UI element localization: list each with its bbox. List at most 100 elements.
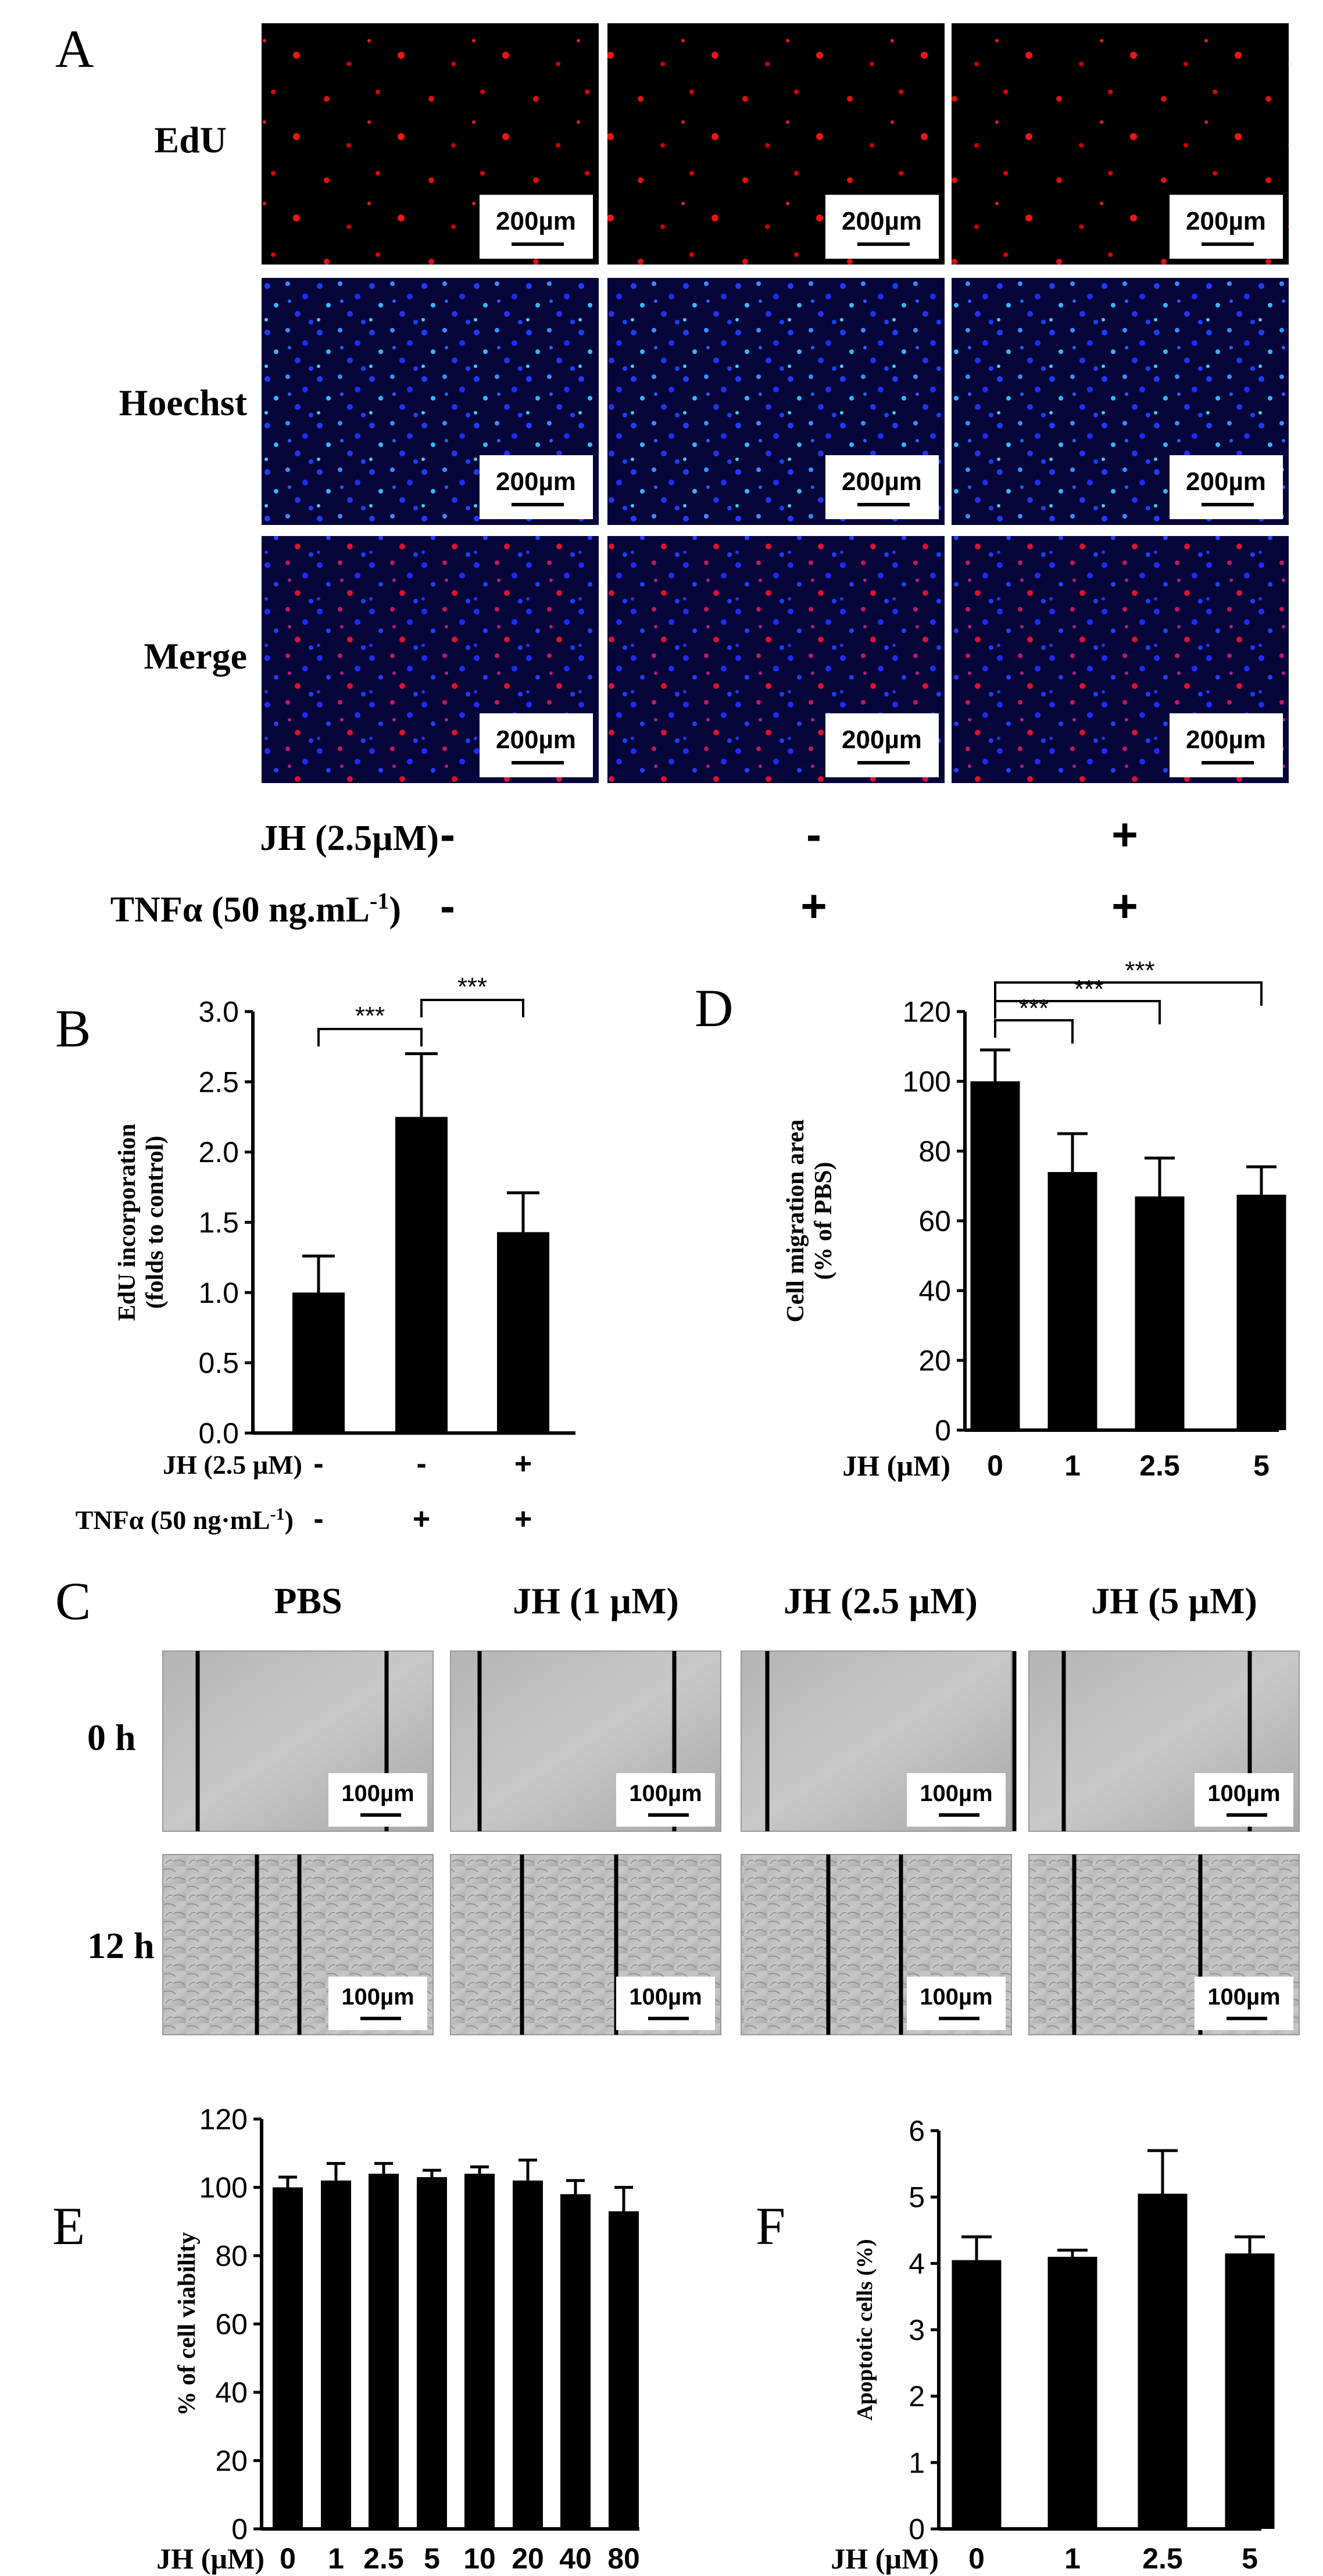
- bar-1: [1047, 1172, 1097, 1430]
- scale-box: [328, 1773, 427, 1827]
- treatment-sign: +: [800, 880, 827, 931]
- y-tick-label: 4: [909, 2248, 925, 2280]
- bar-10: [464, 2174, 495, 2529]
- scale-box: [907, 1773, 1006, 1827]
- treatment-sign: -: [313, 1447, 323, 1481]
- x-tick-label: 1: [1064, 1449, 1081, 1482]
- y-tick-label: 0.5: [198, 1347, 239, 1380]
- y-tick-label: 120: [903, 996, 951, 1028]
- scale-box: [825, 455, 939, 519]
- treatment-sign: -: [806, 809, 821, 860]
- scale-box: [1170, 195, 1283, 259]
- scale-label: 100µm: [920, 1984, 992, 2010]
- panel-a-jh-label: JH (2.5µM): [260, 819, 439, 858]
- bar-2.5: [369, 2174, 399, 2529]
- bar-1: [1047, 2256, 1097, 2529]
- y-tick-label: 0.0: [198, 1417, 239, 1450]
- x-tick-label: 10: [463, 2542, 496, 2575]
- y-tick-label: 1.5: [198, 1206, 239, 1239]
- panel-letter-f: F: [756, 2196, 785, 2256]
- significance-label: ***: [1125, 956, 1154, 985]
- x-tick-label: 0: [968, 2542, 985, 2575]
- x-tick-label: 0: [987, 1449, 1003, 1482]
- bar-20: [513, 2180, 543, 2529]
- panel-letter-a: A: [55, 19, 94, 78]
- scale-box: [1170, 713, 1283, 777]
- scale-box: [907, 1977, 1006, 2030]
- scale-box: [480, 713, 593, 777]
- x-axis-prefix: JH (µM): [156, 2542, 264, 2575]
- scale-box: [1195, 1773, 1293, 1827]
- treatment-sign: +: [514, 1447, 532, 1481]
- y-axis-label: % of cell viability: [174, 2232, 201, 2416]
- y-axis-label: EdU incorporation(folds to control): [114, 1124, 169, 1321]
- y-tick-label: 20: [918, 1345, 951, 1377]
- column-header-1: PBS: [274, 1580, 342, 1621]
- significance-label: ***: [457, 973, 487, 1001]
- row-label-merge: Merge: [144, 635, 247, 677]
- significance-bracket: [317, 1028, 423, 1046]
- treatment-sign: -: [416, 1447, 426, 1481]
- scale-label: 200µm: [1186, 726, 1266, 754]
- panel-letter-e: E: [52, 2196, 85, 2256]
- panel-letter-c: C: [55, 1571, 91, 1631]
- y-tick-label: 0: [231, 2513, 248, 2546]
- significance-bracket: [994, 981, 1263, 1006]
- treatment-sign: -: [440, 809, 455, 860]
- x-tick-label: 0: [280, 2542, 296, 2575]
- bar-5: [417, 2177, 447, 2529]
- x-axis-prefix: JH (µM): [831, 2542, 939, 2575]
- bar-0: [273, 2187, 303, 2529]
- x-tick-label: 2.5: [1142, 2542, 1183, 2575]
- x-tick-label: 5: [1253, 1449, 1270, 1482]
- x-tick-label: 1: [1064, 2542, 1081, 2575]
- y-tick-label: 2: [909, 2380, 925, 2413]
- row-label-edu: EdU: [155, 119, 227, 160]
- scale-label: 200µm: [1186, 207, 1266, 235]
- chart-f: 0 1 2 3 4 5 6 Apoptotic cells (%) 0 1 2.5 5 JH (µM): [831, 2115, 1275, 2575]
- chart-d: 0 20 40 60 80 100 120 Cell migration area(% of …: [782, 956, 1286, 1482]
- scale-box: [616, 1977, 715, 2030]
- y-tick-label: 1: [909, 2446, 925, 2479]
- y-tick-label: 40: [918, 1275, 951, 1307]
- treatment-sign: +: [1111, 809, 1138, 860]
- column-header-3: JH (2.5 µM): [784, 1580, 978, 1621]
- bar-40: [560, 2194, 591, 2529]
- row-label-12h: 12 h: [87, 1925, 155, 1966]
- scale-label: 100µm: [1207, 1781, 1280, 1806]
- y-tick-label: 6: [909, 2115, 925, 2148]
- bar-80: [609, 2211, 639, 2529]
- y-tick-label: 0: [909, 2513, 925, 2546]
- bar-2.5: [1135, 1196, 1185, 1430]
- y-tick-label: 60: [918, 1205, 951, 1238]
- y-tick-label: 100: [199, 2171, 248, 2204]
- y-tick-label: 20: [215, 2445, 248, 2477]
- y-tick-label: 80: [215, 2240, 248, 2273]
- scale-box: [480, 455, 593, 519]
- y-tick-label: 60: [215, 2308, 248, 2341]
- bar-5: [1236, 1195, 1286, 1430]
- treatment-sign: +: [1111, 880, 1138, 931]
- y-tick-label: 5: [909, 2181, 925, 2214]
- scale-label: 200µm: [842, 467, 922, 496]
- x-tick-label: 5: [1242, 2542, 1258, 2575]
- bar-2: [395, 1117, 448, 1433]
- scale-label: 100µm: [341, 1781, 414, 1806]
- panel-b-jh-label: JH (2.5 µM): [163, 1450, 302, 1480]
- y-axis-label: Apoptotic cells (%): [853, 2239, 877, 2420]
- treatment-sign: -: [440, 880, 455, 931]
- y-tick-label: 80: [918, 1135, 951, 1168]
- scale-box: [1170, 455, 1283, 519]
- scratch-assay-grid: PBS JH (1 µM) JH (2.5 µM) JH (5 µM) 100µm 100…: [162, 1580, 1300, 2035]
- significance-bracket: [994, 1000, 1161, 1024]
- panel-a-tnf-label: TNFα (50 ng.mL-1): [110, 888, 401, 930]
- scale-box: [616, 1773, 715, 1827]
- y-tick-label: 1.0: [198, 1277, 239, 1309]
- scale-box: [825, 195, 939, 259]
- bar-1: [321, 2180, 351, 2529]
- bar-3: [497, 1232, 549, 1433]
- x-tick-label: 1: [328, 2542, 344, 2575]
- y-tick-label: 40: [215, 2377, 248, 2409]
- significance-label: ***: [1019, 994, 1049, 1023]
- scale-label: 200µm: [842, 726, 922, 754]
